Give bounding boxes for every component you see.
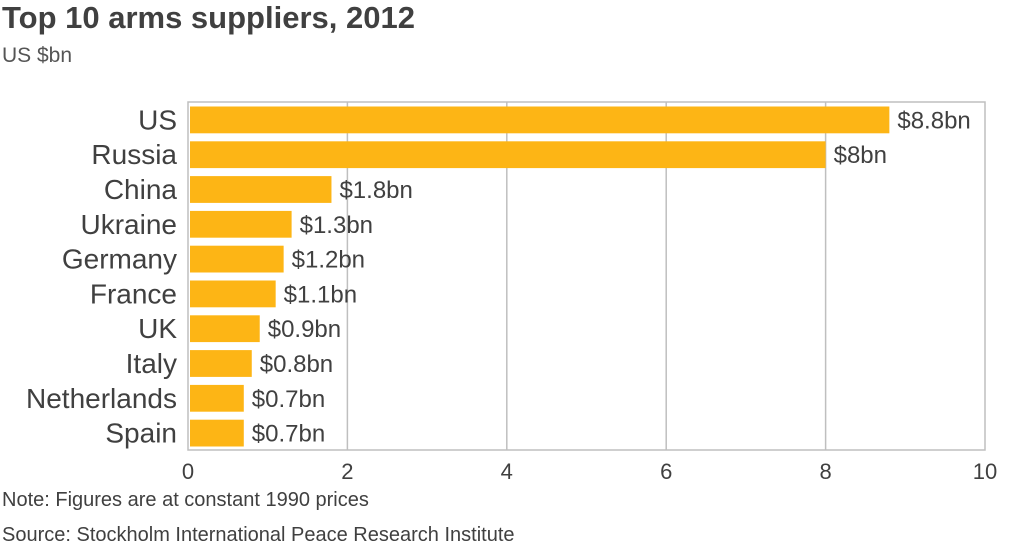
x-tick-label: 2	[341, 459, 353, 484]
data-label: $1.2bn	[292, 247, 365, 274]
category-label: France	[90, 278, 177, 309]
category-label: UK	[138, 313, 177, 344]
bar	[190, 210, 292, 238]
bar	[190, 350, 252, 377]
category-label: Russia	[91, 139, 177, 170]
category-label: Spain	[105, 418, 177, 449]
bar	[190, 419, 244, 447]
category-label: Germany	[62, 244, 177, 275]
x-tick-label: 8	[819, 459, 831, 484]
data-label: $1.3bn	[300, 212, 373, 239]
category-label: China	[104, 174, 178, 205]
data-label: $0.7bn	[252, 421, 325, 448]
chart-source: Source: Stockholm International Peace Re…	[2, 524, 515, 546]
x-tick-label: 4	[501, 459, 513, 484]
category-label: Netherlands	[26, 383, 177, 414]
x-tick-label: 10	[973, 459, 997, 484]
bar	[190, 245, 284, 273]
category-label: Ukraine	[81, 209, 177, 240]
category-label: Italy	[126, 348, 177, 379]
data-label: $0.7bn	[252, 386, 325, 413]
chart-subtitle: US $bn	[2, 44, 73, 67]
x-tick-label: 6	[660, 459, 672, 484]
bar	[190, 141, 826, 169]
bar	[190, 106, 890, 134]
data-label: $8bn	[834, 142, 887, 169]
data-label: $0.9bn	[268, 316, 341, 343]
data-label: $1.1bn	[284, 281, 357, 308]
data-label: $0.8bn	[260, 351, 333, 378]
category-label: US	[138, 104, 177, 135]
x-tick-label: 0	[182, 459, 194, 484]
chart-title: Top 10 arms suppliers, 2012	[2, 0, 415, 35]
data-label: $1.8bn	[339, 177, 412, 204]
plot-frame	[187, 101, 986, 451]
chart-note: Note: Figures are at constant 1990 price…	[2, 489, 369, 511]
bar	[190, 315, 260, 343]
data-label: $8.8bn	[897, 107, 970, 134]
bar	[190, 384, 244, 412]
bar	[190, 280, 276, 308]
bar	[190, 176, 332, 203]
